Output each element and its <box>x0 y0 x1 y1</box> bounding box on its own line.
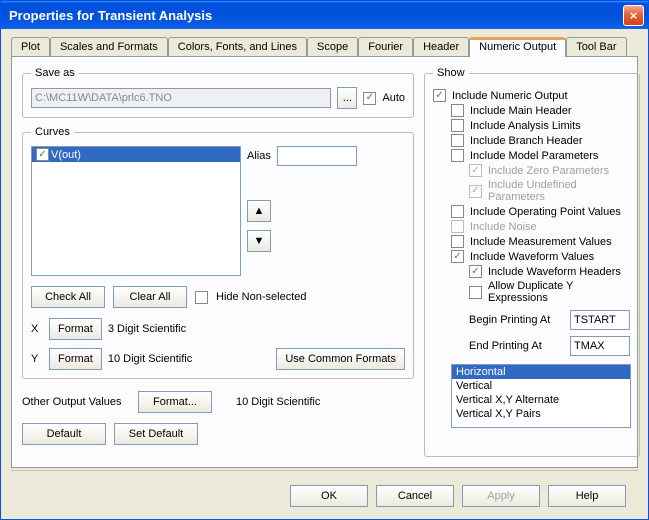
curves-group: Curves V(out) Alias <box>22 126 414 379</box>
list-item[interactable]: Vertical X,Y Alternate <box>452 393 630 407</box>
list-item[interactable]: Vertical X,Y Pairs <box>452 407 630 421</box>
saveas-path-input <box>31 88 331 108</box>
tabstrip: Plot Scales and Formats Colors, Fonts, a… <box>11 37 638 56</box>
close-icon: × <box>630 8 638 23</box>
clear-all-button[interactable]: Clear All <box>113 286 187 308</box>
undef-params-checkbox <box>469 185 482 198</box>
ok-button[interactable]: OK <box>290 485 368 507</box>
tab-fourier[interactable]: Fourier <box>358 37 413 56</box>
curves-listbox[interactable]: V(out) <box>31 146 241 276</box>
tab-toolbar[interactable]: Tool Bar <box>566 37 626 56</box>
triangle-up-icon: ▲ <box>254 205 265 217</box>
saveas-legend: Save as <box>31 67 79 79</box>
hide-nonselected-checkbox[interactable] <box>195 291 208 304</box>
include-numeric-label: Include Numeric Output <box>452 90 568 102</box>
wave-headers-label: Include Waveform Headers <box>488 266 621 278</box>
x-format-value: 3 Digit Scientific <box>108 323 186 335</box>
curve-item-label: V(out) <box>51 149 81 161</box>
undef-params-label: Include Undefined Parameters <box>488 179 631 203</box>
tab-colors[interactable]: Colors, Fonts, and Lines <box>168 37 307 56</box>
wave-headers-checkbox[interactable] <box>469 265 482 278</box>
cancel-button[interactable]: Cancel <box>376 485 454 507</box>
help-button[interactable]: Help <box>548 485 626 507</box>
alias-label: Alias <box>247 150 271 162</box>
meas-values-label: Include Measurement Values <box>470 236 612 248</box>
zero-params-checkbox <box>469 164 482 177</box>
saveas-group: Save as ... Auto <box>22 67 414 118</box>
begin-printing-label: Begin Printing At <box>469 314 564 326</box>
show-legend: Show <box>433 67 469 79</box>
analysis-limits-label: Include Analysis Limits <box>470 120 581 132</box>
list-item[interactable]: Horizontal <box>452 365 630 379</box>
triangle-down-icon: ▼ <box>254 235 265 247</box>
apply-button[interactable]: Apply <box>462 485 540 507</box>
browse-button[interactable]: ... <box>337 87 357 109</box>
alias-input[interactable] <box>277 146 357 166</box>
other-format-button[interactable]: Format... <box>138 391 212 413</box>
begin-printing-input[interactable] <box>570 310 630 330</box>
allow-dup-checkbox[interactable] <box>469 286 482 299</box>
move-up-button[interactable]: ▲ <box>247 200 271 222</box>
tab-plot[interactable]: Plot <box>11 37 50 56</box>
footer-divider <box>11 470 638 471</box>
tab-numeric-output[interactable]: Numeric Output <box>469 37 566 57</box>
noise-checkbox <box>451 220 464 233</box>
hide-nonselected-label: Hide Non-selected <box>216 291 307 303</box>
model-params-label: Include Model Parameters <box>470 150 598 162</box>
allow-dup-label: Allow Duplicate Y Expressions <box>488 280 631 304</box>
op-values-checkbox[interactable] <box>451 205 464 218</box>
dialog-body: Plot Scales and Formats Colors, Fonts, a… <box>1 29 648 519</box>
main-header-label: Include Main Header <box>470 105 572 117</box>
dialog-footer: OK Cancel Apply Help <box>11 477 638 515</box>
wave-values-label: Include Waveform Values <box>470 251 594 263</box>
branch-header-label: Include Branch Header <box>470 135 583 147</box>
other-format-value: 10 Digit Scientific <box>236 396 320 408</box>
main-header-checkbox[interactable] <box>451 104 464 117</box>
check-all-button[interactable]: Check All <box>31 286 105 308</box>
use-common-formats-button[interactable]: Use Common Formats <box>276 348 405 370</box>
close-button[interactable]: × <box>623 5 644 26</box>
auto-checkbox[interactable] <box>363 92 376 105</box>
list-item[interactable]: Vertical <box>452 379 630 393</box>
zero-params-label: Include Zero Parameters <box>488 165 609 177</box>
dialog-window: Properties for Transient Analysis × Plot… <box>0 0 649 520</box>
tab-header[interactable]: Header <box>413 37 469 56</box>
set-default-button[interactable]: Set Default <box>114 423 198 445</box>
include-numeric-checkbox[interactable] <box>433 89 446 102</box>
tab-scales[interactable]: Scales and Formats <box>50 37 168 56</box>
titlebar[interactable]: Properties for Transient Analysis × <box>1 1 648 29</box>
wave-values-checkbox[interactable] <box>451 250 464 263</box>
model-params-checkbox[interactable] <box>451 149 464 162</box>
default-button[interactable]: Default <box>22 423 106 445</box>
y-format-button[interactable]: Format <box>49 348 102 370</box>
tab-panel: Save as ... Auto Curves <box>11 56 638 468</box>
analysis-limits-checkbox[interactable] <box>451 119 464 132</box>
y-format-value: 10 Digit Scientific <box>108 353 192 365</box>
op-values-label: Include Operating Point Values <box>470 206 621 218</box>
curve-item-checkbox[interactable] <box>36 148 49 161</box>
branch-header-checkbox[interactable] <box>451 134 464 147</box>
curves-legend: Curves <box>31 126 74 138</box>
auto-label: Auto <box>382 92 405 104</box>
orientation-listbox[interactable]: Horizontal Vertical Vertical X,Y Alterna… <box>451 364 631 428</box>
meas-values-checkbox[interactable] <box>451 235 464 248</box>
x-label: X <box>31 323 43 335</box>
end-printing-label: End Printing At <box>469 340 564 352</box>
x-format-button[interactable]: Format <box>49 318 102 340</box>
y-label: Y <box>31 353 43 365</box>
other-output-label: Other Output Values <box>22 396 132 408</box>
end-printing-input[interactable] <box>570 336 630 356</box>
move-down-button[interactable]: ▼ <box>247 230 271 252</box>
noise-label: Include Noise <box>470 221 537 233</box>
window-title: Properties for Transient Analysis <box>5 8 623 23</box>
list-item[interactable]: V(out) <box>32 147 240 162</box>
show-group: Show Include Numeric Output Include Main… <box>424 67 640 457</box>
tab-scope[interactable]: Scope <box>307 37 358 56</box>
